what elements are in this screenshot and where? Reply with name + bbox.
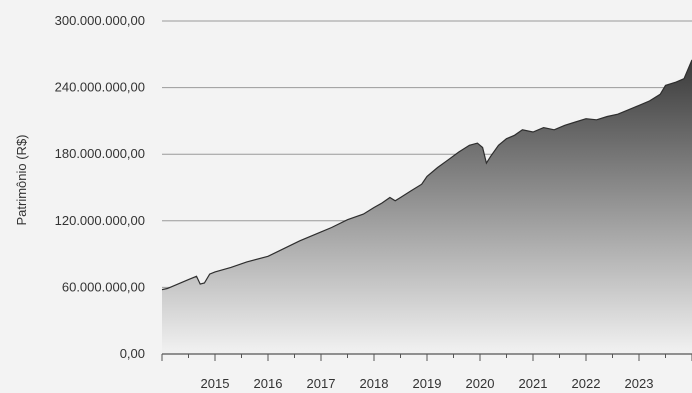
x-tick-label: 2020 bbox=[466, 376, 495, 391]
x-tick-labels: 2015 2016 2017 2018 2019 2020 2021 2022 2023 bbox=[201, 376, 654, 391]
y-tick-label: 120.000.000,00 bbox=[55, 213, 145, 228]
area-fill bbox=[162, 59, 692, 355]
x-tick-label: 2016 bbox=[254, 376, 283, 391]
y-tick-label: 0,00 bbox=[120, 346, 145, 361]
x-tick-label: 2022 bbox=[572, 376, 601, 391]
x-tick-label: 2021 bbox=[519, 376, 548, 391]
y-tick-label: 60.000.000,00 bbox=[62, 279, 145, 294]
y-tick-label: 300.000.000,00 bbox=[55, 13, 145, 28]
x-tick-label: 2015 bbox=[201, 376, 230, 391]
y-tick-label: 180.000.000,00 bbox=[55, 146, 145, 161]
x-axis bbox=[161, 353, 692, 361]
y-axis-title: Patrimônio (R$) bbox=[14, 134, 29, 225]
x-tick-label: 2023 bbox=[625, 376, 654, 391]
area-series bbox=[161, 59, 692, 355]
x-tick-label: 2018 bbox=[360, 376, 389, 391]
y-tick-labels: 0,00 60.000.000,00 120.000.000,00 180.000.0… bbox=[55, 13, 145, 361]
area-outline bbox=[161, 59, 692, 291]
x-tick-label: 2019 bbox=[413, 376, 442, 391]
x-tick-label: 2017 bbox=[307, 376, 336, 391]
y-tick-label: 240.000.000,00 bbox=[55, 80, 145, 95]
